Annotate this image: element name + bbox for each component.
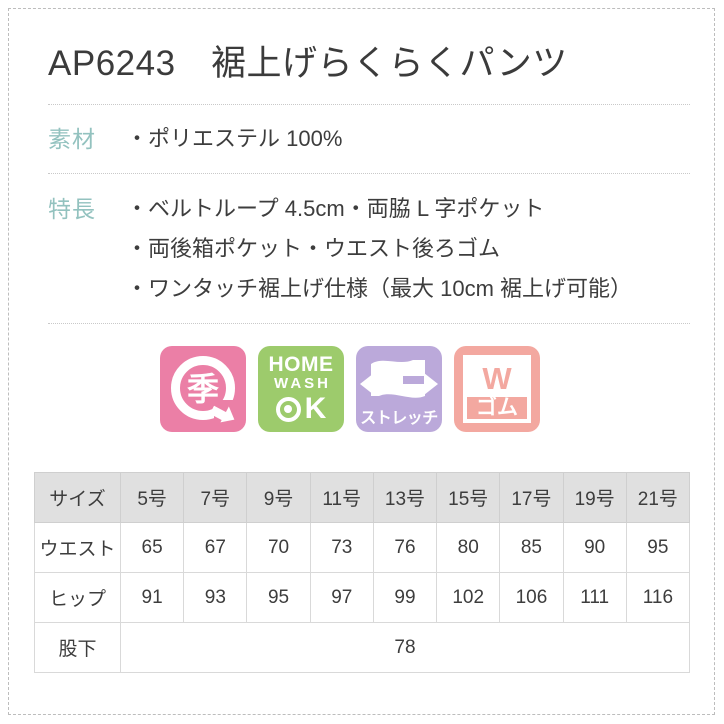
table-cell: 93	[183, 572, 248, 623]
table-cell: 73	[309, 522, 374, 573]
column-header: 19号	[562, 472, 627, 523]
arrow-left-icon	[360, 373, 374, 396]
spec-line: ・ベルトループ 4.5cm・両脇 L 字ポケット	[126, 196, 545, 222]
home-wash-ok-glyphs: K	[275, 392, 327, 426]
w-gomu-frame	[463, 355, 531, 424]
size-table-body: ウエスト 65 67 70 73 76 80 85 90 95 ヒップ 91 9…	[34, 522, 691, 673]
column-header-size: サイズ	[34, 472, 121, 523]
size-table: サイズ 5号 7号 9号 11号 13号 15号 17号 19号 21号 ウエス…	[34, 472, 691, 673]
stretch-icon: ストレッチ	[356, 346, 442, 433]
table-cell: 99	[372, 572, 438, 623]
table-cell: 91	[119, 572, 185, 623]
table-cell: 116	[625, 572, 691, 623]
divider-above-material	[48, 104, 690, 106]
spec-body-features: ・ベルトループ 4.5cm・両脇 L 字ポケット ・両後箱ポケット・ウエスト後ろ…	[126, 189, 690, 309]
spec-label-features: 特長	[48, 196, 96, 223]
care-icon-row: 季 HOME WASH K	[48, 346, 690, 433]
circle-o-icon	[275, 396, 301, 422]
column-header: 13号	[372, 472, 438, 523]
season-icon: 季	[160, 346, 246, 433]
arrow-right-icon	[424, 373, 438, 396]
season-icon-label: 季	[186, 371, 219, 408]
column-header: 17号	[499, 472, 564, 523]
table-cell: 95	[246, 572, 311, 623]
spec-line: ・ワンタッチ裾上げ仕様（最大 10cm 裾上げ可能）	[126, 276, 633, 302]
home-wash-ok-icon: HOME WASH K	[258, 346, 344, 433]
home-wash-line1: HOME	[268, 353, 334, 377]
table-header-row: サイズ 5号 7号 9号 11号 13号 15号 17号 19号 21号	[34, 472, 691, 523]
column-header: 7号	[183, 472, 248, 523]
table-cell: 95	[625, 522, 691, 573]
table-cell: 85	[499, 522, 564, 573]
w-gomu-letter: W	[467, 359, 527, 398]
row-header-waist: ウエスト	[34, 522, 121, 573]
w-gomu-icon: W ゴム	[454, 346, 540, 433]
table-row: 股下 78	[34, 622, 690, 673]
table-cell: 70	[246, 522, 311, 573]
spec-row-features: 特長 ・ベルトループ 4.5cm・両脇 L 字ポケット ・両後箱ポケット・ウエス…	[48, 189, 690, 309]
table-cell: 80	[436, 522, 501, 573]
season-ring-shape	[171, 356, 235, 421]
table-cell: 102	[436, 572, 501, 623]
table-cell-inseam-merged: 78	[120, 622, 690, 673]
column-header: 5号	[119, 472, 185, 523]
table-cell: 65	[119, 522, 185, 573]
spec-label-material: 素材	[48, 126, 96, 153]
row-header-hip: ヒップ	[34, 572, 121, 623]
table-cell: 97	[309, 572, 374, 623]
table-row: ヒップ 91 93 95 97 99 102 106 111 116	[34, 572, 691, 623]
size-table-head: サイズ 5号 7号 9号 11号 13号 15号 17号 19号 21号	[34, 472, 691, 523]
column-header: 11号	[309, 472, 374, 523]
divider-above-features	[48, 173, 690, 175]
page-title: AP6243 裾上げらくらくパンツ	[48, 44, 568, 83]
divider-below-features	[48, 323, 690, 325]
table-cell: 111	[562, 572, 627, 623]
table-cell: 106	[499, 572, 564, 623]
stretch-icon-label: ストレッチ	[360, 410, 438, 428]
fabric-flag-icon	[369, 356, 429, 400]
table-cell: 90	[562, 522, 627, 573]
w-gomu-label: ゴム	[476, 396, 518, 420]
row-header-inseam: 股下	[34, 622, 121, 673]
home-wash-line2: WASH	[274, 375, 331, 393]
column-header: 9号	[246, 472, 311, 523]
column-header: 15号	[436, 472, 501, 523]
spec-row-material: 素材 ・ポリエステル 100%	[48, 119, 690, 159]
size-table-container: サイズ 5号 7号 9号 11号 13号 15号 17号 19号 21号 ウエス…	[34, 472, 691, 673]
spec-body-material: ・ポリエステル 100%	[126, 119, 690, 159]
home-wash-ok-letter: K	[304, 392, 327, 426]
column-header: 21号	[625, 472, 691, 523]
table-cell: 76	[372, 522, 438, 573]
table-row: ウエスト 65 67 70 73 76 80 85 90 95	[34, 522, 691, 573]
home-wash-ok-content: HOME WASH K	[258, 346, 344, 432]
spec-line: ・両後箱ポケット・ウエスト後ろゴム	[126, 236, 501, 262]
spec-line: ・ポリエステル 100%	[126, 126, 343, 152]
table-cell: 67	[183, 522, 248, 573]
spec-content: AP6243 裾上げらくらくパンツ 素材 ・ポリエステル 100% 特長 ・ベル…	[48, 44, 690, 433]
